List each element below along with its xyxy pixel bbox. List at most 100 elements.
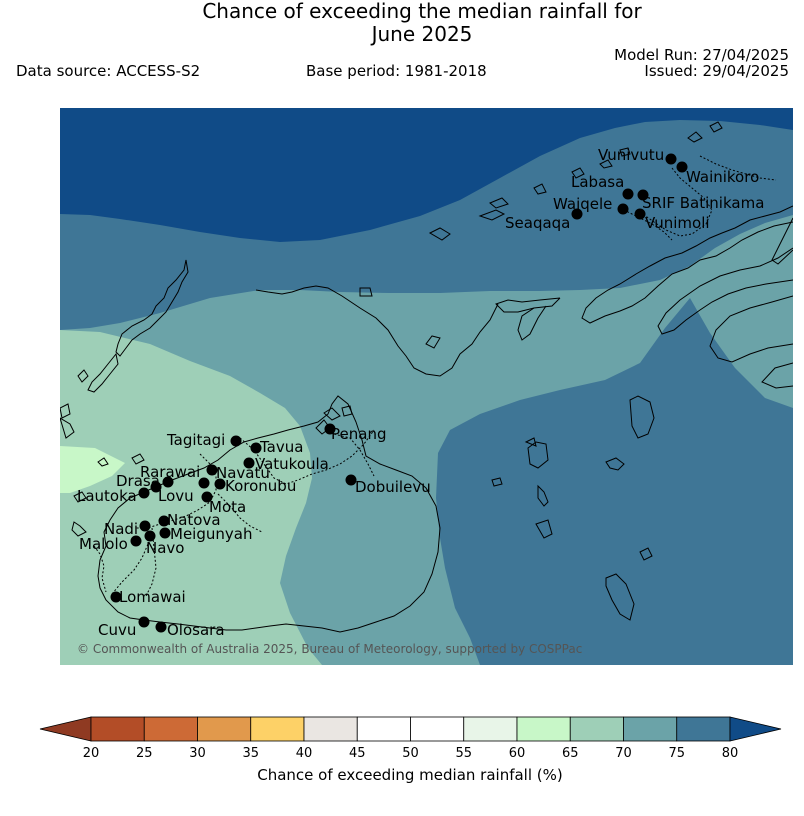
rainfall-map: Vunivutu Wainikoro Labasa SRIF Batinikam…: [60, 108, 793, 665]
data-source: Data source: ACCESS-S2: [16, 62, 201, 80]
colorbar-tick-label: 50: [402, 746, 419, 761]
colorbar-tick-label: 40: [296, 746, 313, 761]
label-olosara: Olosara: [167, 621, 225, 639]
colorbar-bin-55-60: [463, 716, 518, 742]
zone-60-65: [60, 446, 125, 493]
colorbar-tick-label: 35: [242, 746, 259, 761]
marker-vatukoula: [243, 457, 255, 469]
colorbar-bin-60-65: [516, 716, 571, 742]
marker-tavua: [250, 442, 262, 454]
label-navo: Navo: [146, 539, 184, 557]
label-koronubu: Koronubu: [225, 477, 296, 495]
label-cuvu: Cuvu: [98, 621, 136, 639]
colorbar-bin-30-35: [197, 716, 252, 742]
colorbar-tick-label: 20: [83, 746, 100, 761]
colorbar-bin-50-55: [410, 716, 465, 742]
marker-olosara: [155, 621, 167, 633]
marker-waiqele: [617, 203, 629, 215]
label-mota: Mota: [209, 498, 246, 516]
label-lautoka: Lautoka: [77, 487, 137, 505]
base-period: Base period: 1981-2018: [306, 62, 487, 80]
colorbar-tick-label: 65: [562, 746, 579, 761]
colorbar-bin-40-45: [303, 716, 358, 742]
colorbar-bin-75-80: [676, 716, 731, 742]
label-wainikoro: Wainikoro: [686, 168, 759, 186]
label-navatu: Navatu: [216, 464, 270, 482]
label-malolo: Malolo: [79, 535, 128, 553]
colorbar-bin-25-30: [143, 716, 198, 742]
label-lovu: Lovu: [158, 487, 194, 505]
colorbar-bin-70-75: [623, 716, 678, 742]
colorbar-tick-label: 55: [455, 746, 472, 761]
colorbar-extend-low: [39, 716, 92, 742]
colorbar-tick-label: 45: [349, 746, 366, 761]
label-seaqaqa: Seaqaqa: [505, 214, 570, 232]
label-labasa: Labasa: [571, 173, 624, 191]
marker-koronubu: [214, 478, 226, 490]
copyright-credit: © Commonwealth of Australia 2025, Bureau…: [77, 642, 582, 656]
district-boundaries: [93, 155, 777, 597]
label-waiqele: Waiqele: [553, 195, 612, 213]
marker-seaqaqa: [571, 208, 583, 220]
marker-mota: [201, 491, 213, 503]
marker-dobuilevu: [345, 474, 357, 486]
marker-lautoka: [138, 487, 150, 499]
colorbar-tick-label: 60: [509, 746, 526, 761]
marker-srif-batinikama: [637, 189, 649, 201]
title-line-1: Chance of exceeding the median rainfall …: [202, 0, 642, 23]
label-vunimoli: Vunimoli: [645, 214, 710, 232]
colorbar-bin-35-40: [250, 716, 305, 742]
location-markers: [110, 153, 688, 633]
marker-lomawai: [110, 591, 122, 603]
label-rarawai: Rarawai: [140, 463, 200, 481]
title-line-2: June 2025: [371, 22, 473, 46]
marker-nadi: [139, 520, 151, 532]
model-run: Model Run: 27/04/2025: [614, 46, 789, 64]
colorbar-tick-label: 75: [668, 746, 685, 761]
colorbar-tick-label: 70: [615, 746, 632, 761]
label-lomawai: Lomawai: [119, 588, 186, 606]
marker-malolo: [130, 535, 142, 547]
marker-rarawai: [206, 464, 218, 476]
marker-drasa: [150, 481, 162, 493]
colorbar-label: Chance of exceeding median rainfall (%): [257, 766, 563, 784]
colorbar-tick-label: 25: [136, 746, 153, 761]
colorbar-bin-20-25: [90, 716, 145, 742]
marker-vunivutu: [665, 153, 677, 165]
label-penang: Penang: [331, 425, 386, 443]
colorbar-bin-65-70: [569, 716, 624, 742]
map-title: Chance of exceeding the median rainfall …: [0, 0, 804, 46]
label-meigunyah: Meigunyah: [170, 525, 252, 543]
marker-labasa: [622, 188, 634, 200]
zone-65-70: [60, 330, 322, 665]
issued-date: Issued: 29/04/2025: [644, 62, 789, 80]
colorbar-bin-45-50: [356, 716, 411, 742]
label-tagitagi: Tagitagi: [166, 431, 225, 449]
marker-navatu: [198, 477, 210, 489]
label-srif-batinikama: SRIF Batinikama: [642, 194, 764, 212]
marker-natova: [158, 515, 170, 527]
label-drasa: Drasa: [116, 472, 160, 490]
zone-75-80-southeast: [436, 298, 793, 665]
colorbar-tick-label: 80: [722, 746, 739, 761]
zone-gt80: [60, 108, 793, 242]
colorbar-tick-label: 30: [189, 746, 206, 761]
marker-tagitagi: [230, 435, 242, 447]
location-labels: Vunivutu Wainikoro Labasa SRIF Batinikam…: [77, 146, 764, 639]
colorbar-extend-high: [729, 716, 782, 742]
marker-lovu: [162, 476, 174, 488]
marker-vunimoli: [634, 208, 646, 220]
colorbar: 20 25 30 35 40 45 50 55 60 65 70 75 80: [39, 716, 782, 761]
label-tavua: Tavua: [259, 438, 303, 456]
marker-meigunyah: [159, 527, 171, 539]
label-dobuilevu: Dobuilevu: [355, 478, 431, 496]
label-natova: Natova: [167, 511, 221, 529]
coastlines: [60, 121, 793, 633]
marker-wainikoro: [676, 161, 688, 173]
label-nadi: Nadi: [104, 520, 138, 538]
marker-navo: [144, 530, 156, 542]
marker-penang: [324, 423, 336, 435]
marker-cuvu: [138, 616, 150, 628]
label-vunivutu: Vunivutu: [598, 146, 664, 164]
label-vatukoula: Vatukoula: [255, 455, 329, 473]
